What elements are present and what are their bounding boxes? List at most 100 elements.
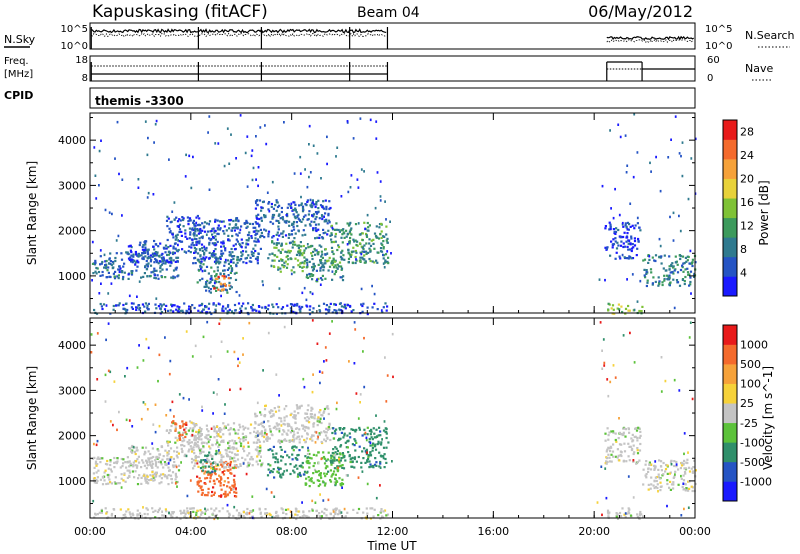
data-cell (342, 275, 345, 278)
data-cell (355, 243, 358, 247)
data-cell (318, 479, 321, 482)
data-cell (174, 247, 177, 250)
data-cell (605, 496, 608, 500)
data-cell (197, 252, 200, 255)
data-cell (136, 260, 139, 264)
data-cell (158, 424, 161, 428)
data-cell (151, 463, 154, 466)
data-cell (93, 442, 95, 446)
data-cell (356, 240, 359, 243)
data-cell (192, 507, 195, 510)
y-tick-label: 3000 (58, 179, 86, 192)
data-cell (629, 242, 632, 245)
data-cell (309, 291, 312, 294)
data-cell (213, 467, 216, 470)
x-tick-label: 04:00 (175, 525, 207, 538)
data-cell (186, 507, 189, 510)
data-cell (143, 272, 146, 275)
data-cell (338, 438, 341, 441)
nsky-label: N.Sky (4, 33, 36, 46)
data-cell (296, 467, 299, 470)
data-cell (283, 419, 286, 422)
data-cell (121, 465, 124, 468)
data-cell (220, 254, 223, 257)
data-cell (145, 259, 148, 263)
data-cell (260, 463, 263, 466)
data-cell (303, 470, 307, 473)
data-cell (665, 463, 668, 467)
data-cell (225, 229, 228, 232)
data-cell (146, 252, 150, 256)
data-cell (371, 449, 374, 452)
data-cell (230, 267, 234, 270)
data-cell (318, 370, 321, 373)
data-cell (151, 442, 154, 445)
data-cell (322, 266, 326, 269)
data-cell (159, 265, 162, 268)
data-cell (146, 475, 149, 478)
data-cell (200, 488, 203, 492)
data-cell (141, 303, 144, 306)
data-cell (317, 484, 320, 488)
data-cell (301, 424, 305, 427)
data-cell (645, 271, 648, 274)
data-cell (366, 306, 369, 309)
data-cell (182, 431, 185, 434)
data-cell (215, 274, 218, 277)
data-cell (194, 442, 198, 445)
data-cell (324, 248, 327, 251)
data-cell (220, 241, 223, 244)
data-cell (682, 262, 685, 265)
data-cell (192, 510, 195, 513)
data-cell (96, 439, 99, 443)
cpid-label: CPID (4, 89, 33, 102)
data-cell (309, 204, 312, 207)
data-cell (136, 254, 139, 257)
data-cell (314, 226, 317, 230)
data-cell (210, 238, 213, 241)
data-cell (320, 421, 323, 425)
data-cell (680, 464, 684, 467)
data-cell (382, 429, 386, 432)
data-cell (384, 260, 387, 263)
data-cell (662, 461, 665, 465)
data-cell (664, 379, 667, 383)
data-cell (178, 230, 181, 234)
data-cell (315, 509, 318, 512)
data-cell (172, 511, 175, 514)
data-cell (347, 440, 350, 443)
data-cell (217, 228, 220, 231)
data-cell (330, 232, 333, 235)
data-cell (694, 469, 697, 472)
data-cell (275, 511, 278, 514)
data-cell (260, 422, 263, 425)
data-cell (225, 289, 228, 292)
data-cell (282, 511, 285, 514)
data-cell (155, 456, 158, 459)
data-cell (278, 204, 281, 207)
data-cell (306, 185, 309, 189)
data-cell (263, 228, 266, 231)
data-cell (280, 242, 283, 245)
data-cell (248, 321, 251, 325)
data-cell (171, 515, 174, 518)
data-cell (353, 444, 356, 447)
data-cell (309, 198, 312, 202)
data-cell (222, 284, 225, 287)
data-cell (341, 464, 344, 467)
data-cell (109, 463, 112, 467)
data-cell (265, 512, 269, 515)
data-cell (134, 464, 137, 467)
data-cell (181, 450, 184, 454)
data-cell (364, 250, 368, 253)
data-cell (306, 420, 309, 423)
data-cell (206, 494, 209, 497)
data-cell (226, 259, 230, 262)
data-cell (213, 482, 216, 485)
data-cell (95, 272, 98, 275)
data-cell (300, 195, 302, 199)
data-cell (233, 248, 237, 251)
y-tick-label: 2000 (58, 430, 86, 443)
data-cell (223, 427, 226, 430)
data-cell (229, 460, 232, 464)
